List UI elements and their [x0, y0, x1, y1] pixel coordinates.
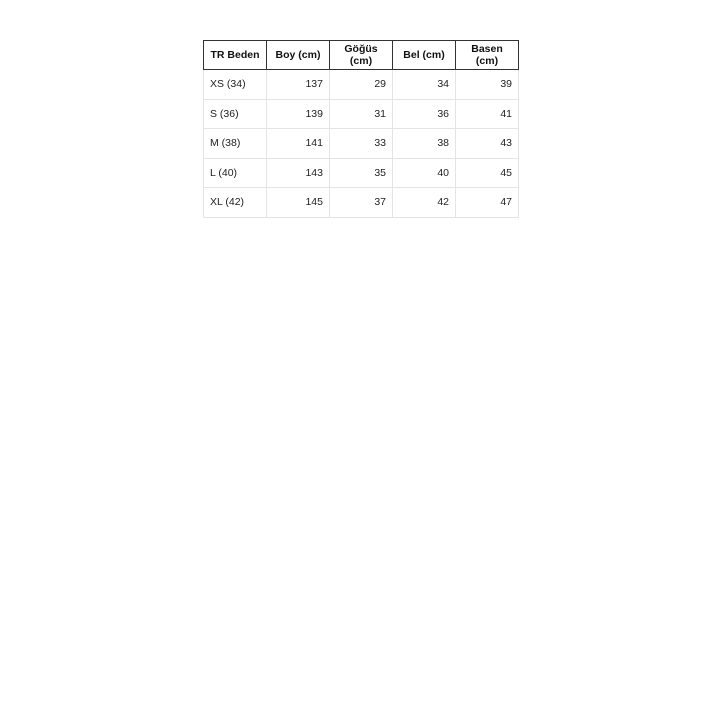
table-row: XS (34) 137 29 34 39: [203, 69, 519, 100]
measurement-cell: 42: [392, 187, 456, 218]
column-header: Bel (cm): [392, 40, 456, 70]
measurement-cell: 34: [392, 69, 456, 100]
measurement-cell: 43: [455, 128, 519, 159]
table-row: S (36) 139 31 36 41: [203, 98, 519, 129]
size-cell: XS (34): [203, 69, 267, 100]
measurement-cell: 33: [329, 128, 393, 159]
table-row: L (40) 143 35 40 45: [203, 157, 519, 188]
measurement-cell: 39: [455, 69, 519, 100]
measurement-cell: 139: [266, 98, 330, 129]
measurement-cell: 38: [392, 128, 456, 159]
measurement-cell: 47: [455, 187, 519, 218]
size-cell: M (38): [203, 128, 267, 159]
column-header: Basen (cm): [455, 40, 519, 70]
column-header: TR Beden: [203, 40, 267, 70]
measurement-cell: 41: [455, 98, 519, 129]
size-cell: S (36): [203, 98, 267, 129]
measurement-cell: 145: [266, 187, 330, 218]
measurement-cell: 35: [329, 157, 393, 188]
table-row: XL (42) 145 37 42 47: [203, 187, 519, 218]
header-row: TR Beden Boy (cm) Göğüs (cm) Bel (cm) Basen …: [203, 40, 519, 70]
measurement-cell: 37: [329, 187, 393, 218]
measurement-cell: 143: [266, 157, 330, 188]
column-header: Göğüs (cm): [329, 40, 393, 70]
table-row: M (38) 141 33 38 43: [203, 128, 519, 159]
column-header: Boy (cm): [266, 40, 330, 70]
size-chart-table: TR Beden Boy (cm) Göğüs (cm) Bel (cm) Basen …: [203, 40, 519, 218]
measurement-cell: 45: [455, 157, 519, 188]
size-cell: L (40): [203, 157, 267, 188]
measurement-cell: 29: [329, 69, 393, 100]
measurement-cell: 36: [392, 98, 456, 129]
size-cell: XL (42): [203, 187, 267, 218]
measurement-cell: 141: [266, 128, 330, 159]
measurement-cell: 31: [329, 98, 393, 129]
measurement-cell: 40: [392, 157, 456, 188]
measurement-cell: 137: [266, 69, 330, 100]
